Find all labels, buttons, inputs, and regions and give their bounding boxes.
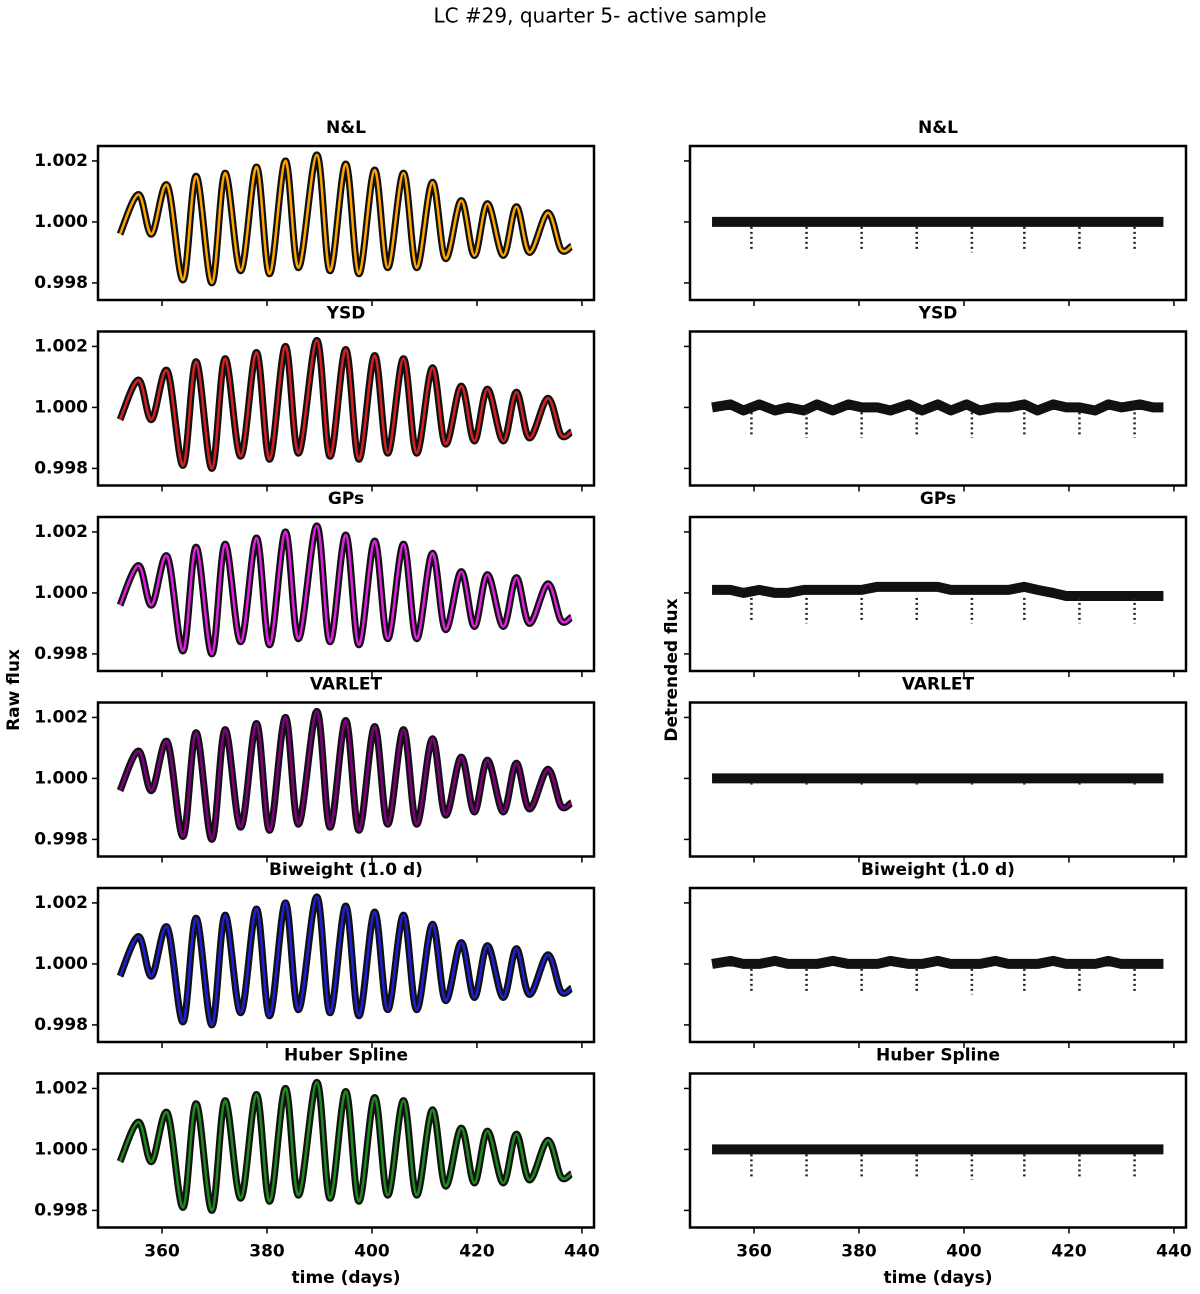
y-tick-label: 1.000 <box>34 397 88 417</box>
panel-frame <box>688 1072 1188 1229</box>
panel-title: YSD <box>918 304 958 324</box>
panel: GPs <box>684 489 1188 677</box>
panel-title: Biweight (1.0 d) <box>861 860 1015 880</box>
y-tick-label: 1.002 <box>34 522 88 542</box>
y-tick-label: 0.998 <box>34 829 88 849</box>
panel: Huber Spline 360 380 400 420 440 <box>684 1046 1192 1262</box>
y-tick-label: 1.000 <box>34 1139 88 1159</box>
panel-frame <box>96 701 596 858</box>
y-tick-label: 1.002 <box>34 707 88 727</box>
panel: VARLET 0.998 1.000 1.002 <box>34 675 596 863</box>
y-tick-label: 0.998 <box>34 1015 88 1035</box>
panel-frame <box>96 515 596 673</box>
x-tick-label: 420 <box>459 1242 495 1262</box>
y-tick-label: 0.998 <box>34 273 88 293</box>
x-axis-label: time (days) <box>292 1268 401 1288</box>
x-tick-label: 380 <box>249 1242 285 1262</box>
raw-flux <box>116 336 574 472</box>
panel-title: Huber Spline <box>876 1046 1000 1066</box>
y-tick-label: 1.000 <box>34 954 88 974</box>
x-tick-label: 360 <box>736 1242 772 1262</box>
panel: YSD <box>684 304 1188 492</box>
panel-frame <box>96 144 596 302</box>
panel: N&L 0.998 1.000 1.002 <box>34 118 596 306</box>
figure-title: LC #29, quarter 5- active sample <box>433 4 766 28</box>
panel-frame <box>688 886 1188 1044</box>
detrended-flux <box>711 955 1164 969</box>
x-axis-label: time (days) <box>884 1268 993 1288</box>
panel-title: Biweight (1.0 d) <box>269 860 423 880</box>
y-axis-label: Detrended flux <box>662 598 682 741</box>
x-tick-label: 400 <box>354 1242 390 1262</box>
panel-frame <box>688 515 1188 673</box>
y-tick-label: 1.000 <box>34 583 88 603</box>
trend-line <box>118 339 573 470</box>
detrended-flux <box>711 399 1164 416</box>
x-tick-label: 400 <box>946 1242 982 1262</box>
x-tick-label: 440 <box>564 1242 600 1262</box>
panel-title: N&L <box>918 118 958 138</box>
panel-title: VARLET <box>902 675 975 695</box>
y-tick-label: 0.998 <box>34 1200 88 1220</box>
panel-title: GPs <box>328 489 364 509</box>
raw-flux <box>116 522 574 658</box>
panel-frame <box>96 330 596 487</box>
panel: YSD 0.998 1.000 1.002 <box>34 304 596 492</box>
y-tick-label: 1.002 <box>34 151 88 171</box>
x-tick-label: 440 <box>1156 1242 1192 1262</box>
panel-frame <box>688 701 1188 858</box>
panel-frame <box>688 144 1188 302</box>
panel: N&L <box>684 118 1188 306</box>
raw-flux <box>116 1078 574 1214</box>
y-tick-label: 1.002 <box>34 336 88 356</box>
raw-flux <box>116 707 574 843</box>
detrended-flux <box>712 581 1164 601</box>
panel: Biweight (1.0 d) 0.998 1.000 1.002 <box>34 860 596 1048</box>
y-tick-label: 1.000 <box>34 768 88 788</box>
panel-title: YSD <box>326 304 366 324</box>
trend-line <box>118 524 573 656</box>
x-tick-label: 360 <box>144 1242 180 1262</box>
trend-line <box>118 1081 573 1212</box>
y-tick-label: 1.002 <box>34 1078 88 1098</box>
trend-line <box>118 153 573 285</box>
panel-frame <box>96 1072 596 1229</box>
panel: VARLET <box>684 675 1188 863</box>
y-tick-label: 0.998 <box>34 644 88 664</box>
y-tick-label: 0.998 <box>34 458 88 478</box>
trend-line <box>118 710 573 841</box>
trend-line <box>118 895 573 1027</box>
y-tick-label: 1.000 <box>34 212 88 232</box>
raw-flux <box>116 893 574 1029</box>
y-axis-label: Raw flux <box>4 649 24 731</box>
panel: Biweight (1.0 d) <box>684 860 1188 1048</box>
panel-title: Huber Spline <box>284 1046 408 1066</box>
panel-title: GPs <box>920 489 956 509</box>
panel: GPs 0.998 1.000 1.002 <box>34 489 596 677</box>
panel: Huber Spline 0.998 1.000 1.002 360 380 400 420 4… <box>34 1046 600 1262</box>
x-tick-label: 380 <box>841 1242 877 1262</box>
panel-frame <box>688 330 1188 487</box>
panel-frame <box>96 886 596 1044</box>
x-tick-label: 420 <box>1051 1242 1087 1262</box>
panel-title: VARLET <box>310 675 383 695</box>
panel-title: N&L <box>326 118 366 138</box>
y-tick-label: 1.002 <box>34 893 88 913</box>
raw-flux <box>116 151 574 287</box>
